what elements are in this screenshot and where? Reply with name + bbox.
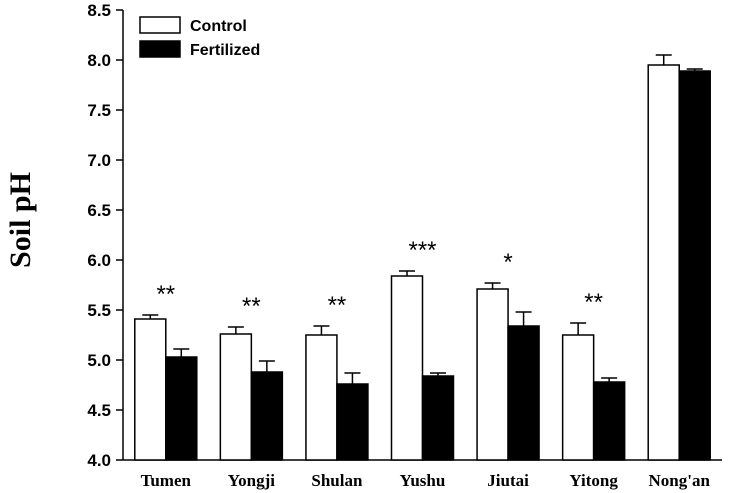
significance-label-4: * <box>503 249 512 276</box>
x-tick-label-5: Yitong <box>569 471 618 490</box>
y-tick-label-6: 7.0 <box>87 151 111 170</box>
bar-control-0 <box>134 318 167 461</box>
x-tick-label-6: Nong'an <box>649 471 711 490</box>
y-tick-label-7: 7.5 <box>87 101 111 120</box>
x-tick-label-2: Shulan <box>311 471 363 490</box>
bar-control-5 <box>561 334 595 461</box>
plot-area: 4.0 4.5 5.0 5.5 6.0 6.5 7.0 7.5 8.0 8.5 Tumen ** Yon… <box>87 1 722 490</box>
bar-fertilized-0 <box>165 356 198 461</box>
bar-fertilized-4 <box>507 325 540 461</box>
bar-control-4 <box>476 288 509 461</box>
y-tick-label-8: 8.0 <box>87 51 111 70</box>
y-axis-label: Soil pH <box>4 172 37 268</box>
legend-swatch-fertilized <box>139 40 181 58</box>
significance-label-2: ** <box>328 292 347 319</box>
bar-control-3 <box>390 275 424 461</box>
y-tick-label-0: 4.0 <box>87 451 111 470</box>
y-tick-label-5: 6.5 <box>87 201 111 220</box>
bar-fertilized-2 <box>336 383 369 461</box>
significance-label-0: ** <box>156 281 175 308</box>
bar-fertilized-3 <box>421 375 455 461</box>
bar-control-6 <box>647 64 680 461</box>
significance-label-5: ** <box>584 289 603 316</box>
y-tick-label-3: 5.5 <box>87 301 111 320</box>
bar-fertilized-6 <box>678 70 711 461</box>
x-tick-label-3: Yushu <box>400 471 446 490</box>
legend-label-fertilized: Fertilized <box>190 42 260 59</box>
bar-fertilized-1 <box>250 371 284 461</box>
y-tick-label-1: 4.5 <box>87 401 111 420</box>
x-tick-label-4: Jiutai <box>487 471 529 490</box>
x-tick-label-1: Yongji <box>228 471 276 490</box>
legend-label-control: Control <box>190 18 247 35</box>
legend: Control Fertilized <box>139 16 260 59</box>
significance-label-1: ** <box>242 293 261 320</box>
x-tick-label-0: Tumen <box>141 471 192 490</box>
y-tick-label-9: 8.5 <box>87 1 111 20</box>
bar-control-2 <box>305 334 338 461</box>
bar-fertilized-5 <box>592 381 626 461</box>
y-tick-label-4: 6.0 <box>87 251 111 270</box>
legend-swatch-control <box>139 16 181 34</box>
y-tick-label-2: 5.0 <box>87 351 111 370</box>
bar-control-1 <box>219 333 253 461</box>
significance-label-3: *** <box>408 237 436 264</box>
